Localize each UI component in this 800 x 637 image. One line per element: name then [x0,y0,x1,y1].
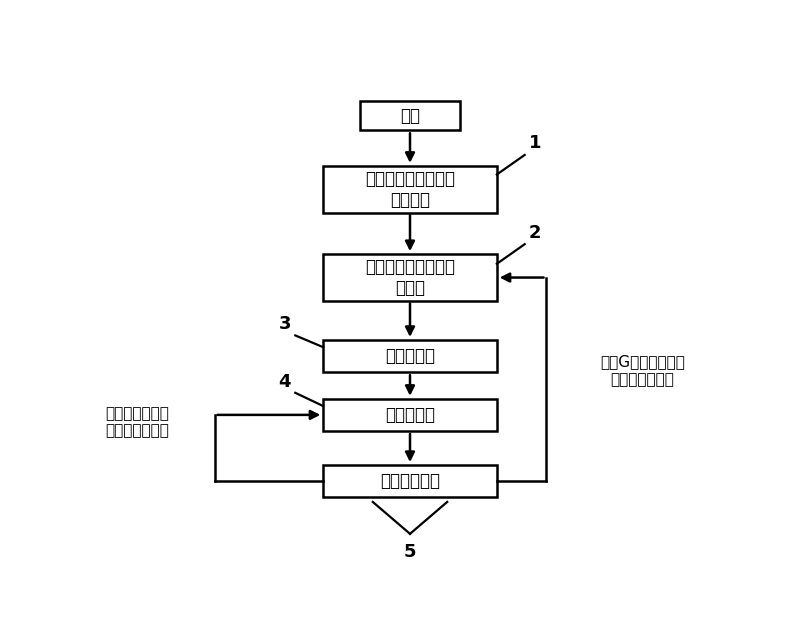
Text: 适应度评估: 适应度评估 [385,347,435,365]
Text: 3: 3 [278,315,291,333]
Text: 一代遗传操作后
不满足结束条件: 一代遗传操作后 不满足结束条件 [106,406,169,438]
Text: 根据被测电路得出适
应度函数: 根据被测电路得出适 应度函数 [365,170,455,209]
Text: 2: 2 [529,224,542,241]
FancyBboxPatch shape [323,254,497,301]
Text: 选取、交叉: 选取、交叉 [385,406,435,424]
Text: 经过G代遗传操作后
不满足结束条件: 经过G代遗传操作后 不满足结束条件 [600,355,685,387]
Text: 5: 5 [404,543,416,561]
FancyBboxPatch shape [360,101,459,131]
Text: 1: 1 [529,134,542,152]
FancyBboxPatch shape [323,465,497,497]
Text: 伪随机序列转化为初
始种群: 伪随机序列转化为初 始种群 [365,258,455,297]
Text: 开始: 开始 [400,106,420,125]
Text: 结束条件判断: 结束条件判断 [380,472,440,490]
FancyBboxPatch shape [323,166,497,213]
FancyBboxPatch shape [323,399,497,431]
Text: 4: 4 [278,373,291,391]
FancyBboxPatch shape [323,340,497,372]
